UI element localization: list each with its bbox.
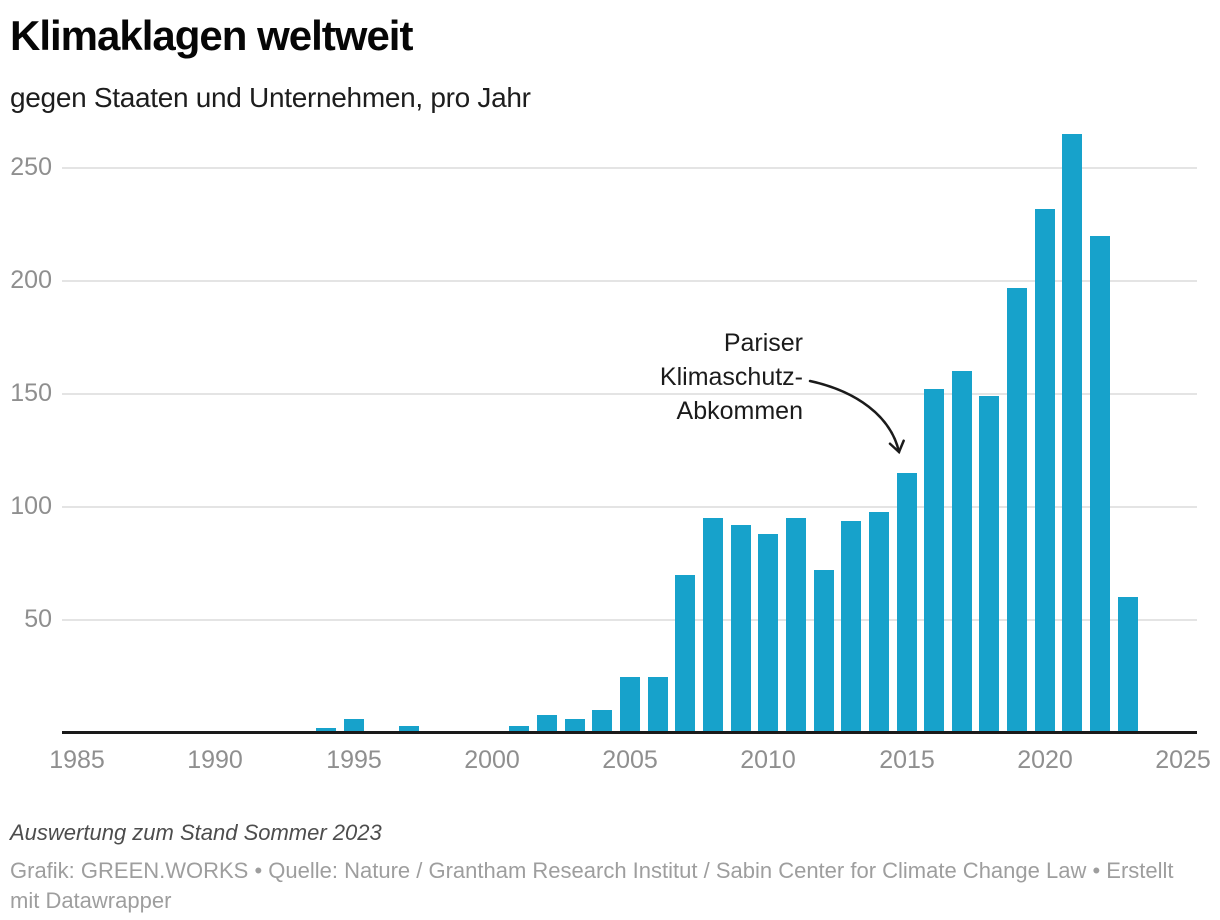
gridline-200: [62, 280, 1197, 282]
y-axis-tick-50: 50: [24, 605, 52, 633]
bar-2003[interactable]: [565, 719, 585, 733]
x-axis-tick-2000: 2000: [464, 746, 520, 774]
bar-2002[interactable]: [537, 715, 557, 733]
gridline-50: [62, 619, 1197, 621]
bar-2012[interactable]: [814, 570, 834, 733]
gridline-250: [62, 167, 1197, 169]
x-axis-tick-2025: 2025: [1155, 746, 1211, 774]
y-axis-tick-200: 200: [10, 266, 52, 294]
bar-2013[interactable]: [841, 521, 861, 733]
bar-2008[interactable]: [703, 518, 723, 733]
x-axis-tick-2015: 2015: [879, 746, 935, 774]
bar-2009[interactable]: [731, 525, 751, 733]
x-axis-tick-2010: 2010: [740, 746, 796, 774]
footer-credits: Grafik: GREEN.WORKS • Quelle: Nature / G…: [10, 858, 1174, 913]
x-axis-tick-2020: 2020: [1017, 746, 1073, 774]
bar-2001[interactable]: [509, 726, 529, 733]
bar-2017[interactable]: [952, 371, 972, 733]
bar-2023[interactable]: [1118, 597, 1138, 733]
gridline-150: [62, 393, 1197, 395]
annotation-paris-agreement: Pariser Klimaschutz- Abkommen: [660, 326, 803, 428]
bar-2019[interactable]: [1007, 288, 1027, 733]
x-axis-tick-1995: 1995: [326, 746, 382, 774]
gridline-100: [62, 506, 1197, 508]
bar-2020[interactable]: [1035, 209, 1055, 733]
bar-2011[interactable]: [786, 518, 806, 733]
bar-2005[interactable]: [620, 677, 640, 733]
bar-2021[interactable]: [1062, 134, 1082, 733]
bar-2014[interactable]: [869, 512, 889, 733]
annotation-line-2: Klimaschutz-: [659, 363, 803, 391]
bar-2004[interactable]: [592, 710, 612, 733]
x-axis-tick-1990: 1990: [187, 746, 243, 774]
bar-1997[interactable]: [399, 726, 419, 733]
bar-2010[interactable]: [758, 534, 778, 733]
bar-2015[interactable]: [897, 473, 917, 733]
y-axis-tick-250: 250: [10, 153, 52, 181]
bar-2016[interactable]: [924, 389, 944, 733]
bar-2006[interactable]: [648, 677, 668, 733]
x-axis-tick-1985: 1985: [49, 746, 105, 774]
annotation-line-3: Abkommen: [676, 397, 803, 425]
y-axis-tick-100: 100: [10, 492, 52, 520]
bar-2018[interactable]: [979, 396, 999, 733]
bar-2007[interactable]: [675, 575, 695, 733]
x-axis-line: [62, 731, 1197, 734]
footer-note: Auswertung zum Stand Sommer 2023: [10, 820, 382, 845]
x-axis-tick-2005: 2005: [602, 746, 658, 774]
bar-1995[interactable]: [344, 719, 364, 733]
bar-1994[interactable]: [316, 728, 336, 733]
annotation-line-1: Pariser: [723, 329, 803, 357]
y-axis-tick-150: 150: [10, 379, 52, 407]
chart-subtitle: gegen Staaten und Unternehmen, pro Jahr: [10, 82, 531, 113]
bar-2022[interactable]: [1090, 236, 1110, 733]
chart-title: Klimaklagen weltweit: [10, 12, 413, 59]
